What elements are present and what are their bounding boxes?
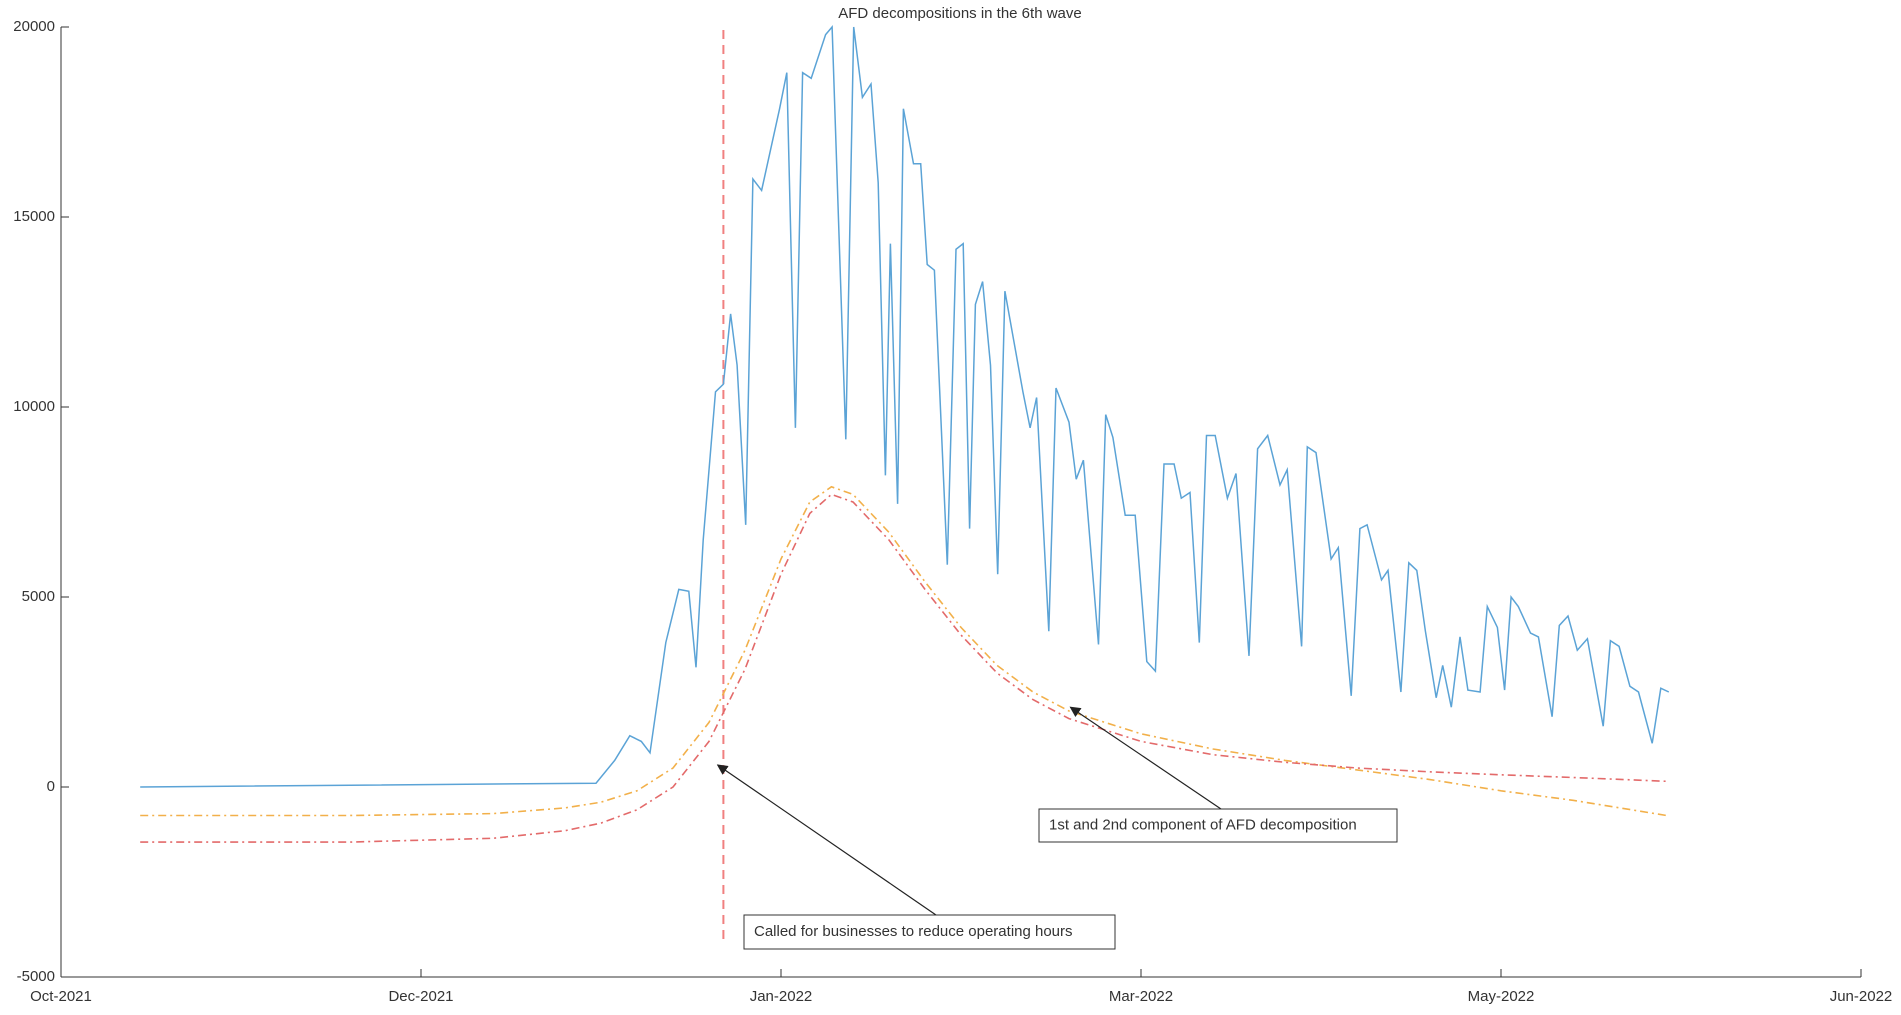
x-tick-label: Mar-2022 [1109, 988, 1173, 1005]
x-tick-label: Jun-2022 [1830, 988, 1893, 1005]
x-tick-label: Oct-2021 [30, 988, 92, 1005]
series-line [140, 493, 1667, 843]
annotation-arrow [1069, 706, 1222, 810]
y-tick-label: 15000 [13, 208, 55, 225]
y-tick-label: 20000 [13, 18, 55, 35]
annotation-text: 1st and 2nd component of AFD decompositi… [1049, 816, 1357, 833]
series-line [140, 25, 1670, 788]
annotation-box [743, 914, 1116, 950]
x-tick-label: May-2022 [1468, 988, 1535, 1005]
x-tick-label: Dec-2021 [388, 988, 453, 1005]
x-tick-label: Jan-2022 [750, 988, 813, 1005]
y-tick-label: 0 [47, 778, 55, 795]
series-line [140, 485, 1667, 817]
y-tick-label: 10000 [13, 398, 55, 415]
annotation-arrow [716, 764, 937, 916]
y-tick-label: -5000 [17, 968, 55, 985]
chart-title: AFD decompositions in the 6th wave [838, 5, 1081, 22]
y-tick-label: 5000 [22, 588, 55, 605]
annotation-text: Called for businesses to reduce operatin… [754, 923, 1073, 940]
annotation-box [1038, 808, 1398, 843]
